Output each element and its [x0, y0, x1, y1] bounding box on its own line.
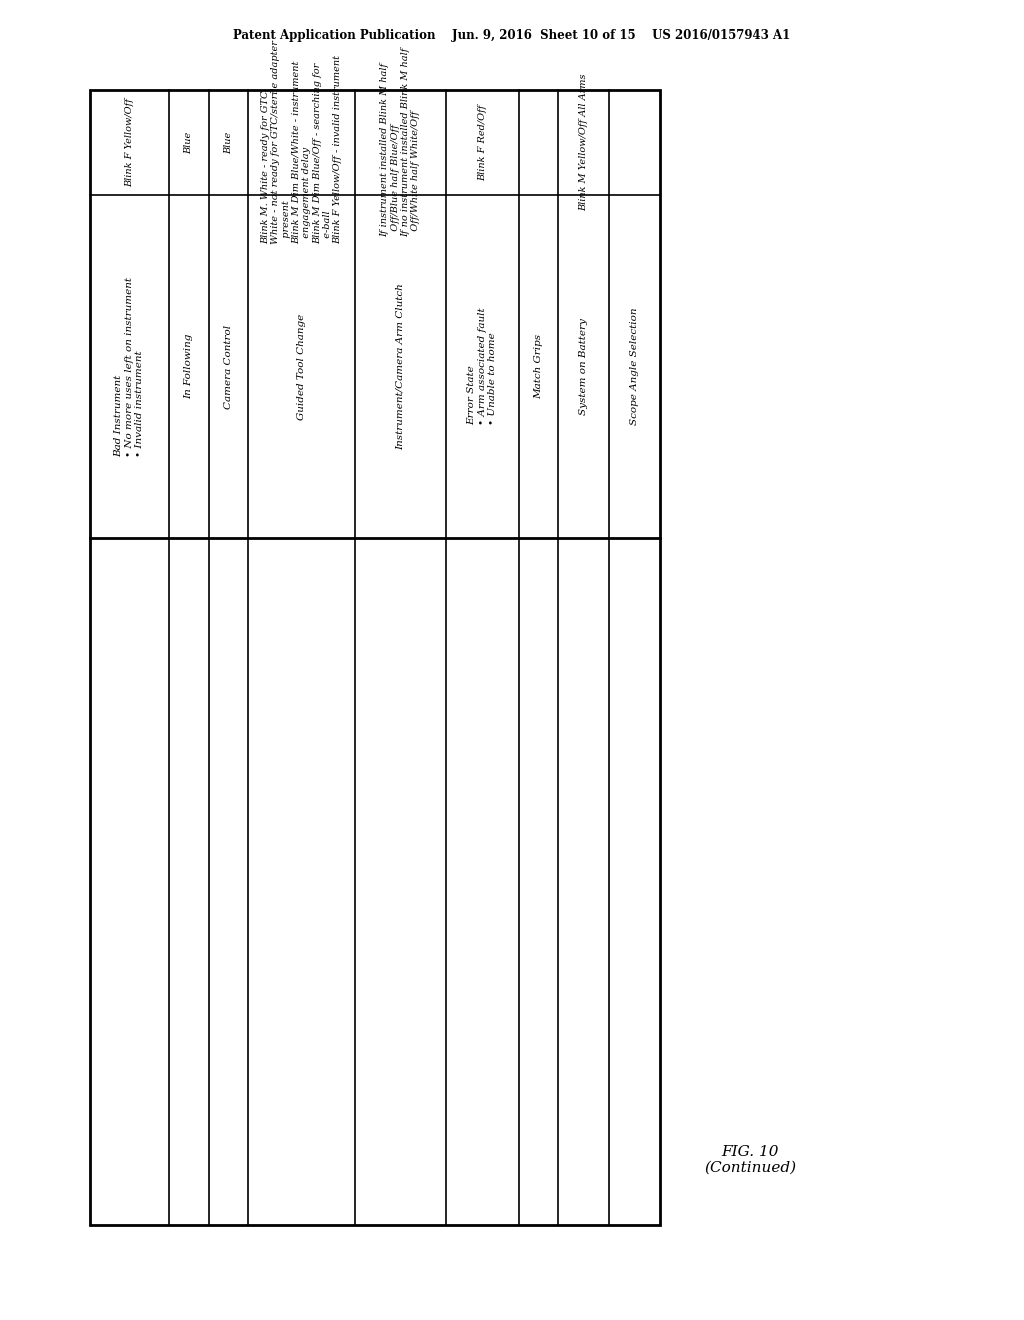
Text: Scope Angle Selection: Scope Angle Selection [630, 308, 639, 425]
Text: System on Battery: System on Battery [580, 318, 589, 414]
Text: If instrument installed Blink M half
  Off/Blue half Blue/Off
If no instrument i: If instrument installed Blink M half Off… [380, 48, 421, 238]
Text: Blue: Blue [224, 132, 232, 153]
Text: Blink M. White - ready for GTC
White - not ready for GTC/sterile adapter
  prese: Blink M. White - ready for GTC White - n… [261, 41, 343, 244]
Text: Blue: Blue [184, 132, 194, 153]
Text: In Following: In Following [184, 334, 194, 400]
Text: Error State
• Arm associated fault
• Unable to home: Error State • Arm associated fault • Una… [467, 308, 497, 425]
Text: Bad Instrument
• No more uses left on instrument
• Invalid instrument: Bad Instrument • No more uses left on in… [115, 277, 144, 457]
Text: Instrument/Camera Arm Clutch: Instrument/Camera Arm Clutch [396, 284, 404, 450]
Text: Patent Application Publication    Jun. 9, 2016  Sheet 10 of 15    US 2016/015794: Patent Application Publication Jun. 9, 2… [233, 29, 791, 41]
Text: Guided Tool Change: Guided Tool Change [297, 314, 306, 420]
Text: FIG. 10
(Continued): FIG. 10 (Continued) [703, 1144, 796, 1175]
Text: Camera Control: Camera Control [224, 325, 232, 409]
Text: Blink F Yellow/Off: Blink F Yellow/Off [125, 98, 134, 187]
Text: Blink F Red/Off: Blink F Red/Off [478, 104, 486, 181]
Bar [90, 90, 660, 1225]
Text: Match Grips: Match Grips [535, 334, 543, 399]
Text: Blink M Yellow/Off All Arms: Blink M Yellow/Off All Arms [580, 74, 589, 211]
